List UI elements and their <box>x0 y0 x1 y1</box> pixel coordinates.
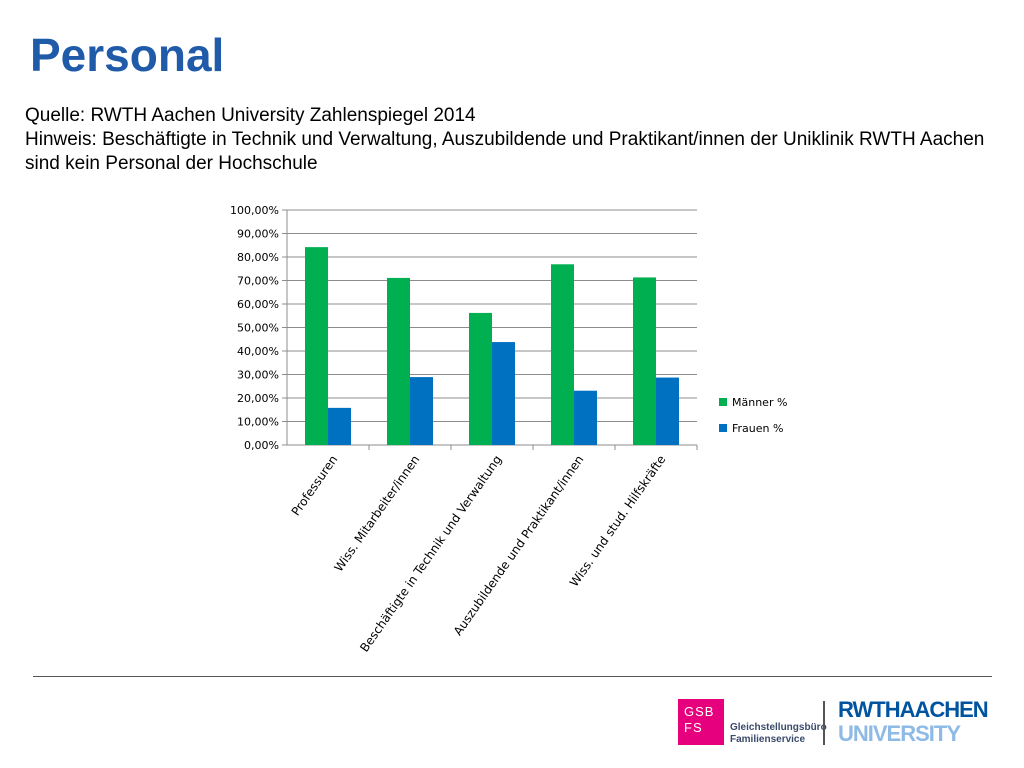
y-tick-label: 50,00% <box>237 322 279 335</box>
y-tick-label: 30,00% <box>237 369 279 382</box>
gsb-name: Gleichstellungsbüro Familienservice <box>730 722 827 746</box>
source-line: Quelle: RWTH Aachen University Zahlenspi… <box>25 105 476 126</box>
y-tick-label: 40,00% <box>237 345 279 358</box>
legend-swatch <box>719 398 727 406</box>
gsb-logo-line2: FS <box>684 720 703 735</box>
note-line: Hinweis: Beschäftigte in Technik und Ver… <box>25 129 985 174</box>
bar <box>469 312 492 445</box>
footer-divider <box>33 676 992 677</box>
y-tick-label: 80,00% <box>237 251 279 264</box>
rwth-logo-line2: UNIVERSITY <box>838 721 961 746</box>
bar <box>656 377 679 445</box>
rwth-logo-line1: RWTHAACHEN <box>838 697 989 722</box>
bar <box>305 247 328 445</box>
y-tick-label: 70,00% <box>237 275 279 288</box>
y-tick-label: 60,00% <box>237 298 279 311</box>
y-tick-label: 10,00% <box>237 416 279 429</box>
bar-chart: 0,00% 10,00% 20,00% 30,00% 40,00% 50,00% 60,00… <box>230 204 787 655</box>
y-tick-label: 0,00% <box>244 439 279 452</box>
logo-divider <box>823 701 825 745</box>
legend-label: Frauen % <box>732 422 783 435</box>
x-tick-label: Professuren <box>289 453 341 519</box>
bar <box>410 377 433 445</box>
rwth-logo: RWTHAACHEN UNIVERSITY <box>838 697 989 746</box>
bar <box>551 264 574 445</box>
y-tick-label: 90,00% <box>237 228 279 241</box>
y-tick-label: 20,00% <box>237 392 279 405</box>
x-tick-label: Auszubildende und Praktikant/innen <box>451 453 587 638</box>
page-title: Personal <box>30 29 225 81</box>
gsb-name-line2: Familienservice <box>730 734 806 745</box>
source-notes: Quelle: RWTH Aachen University Zahlenspi… <box>25 104 985 176</box>
y-tick-label: 100,00% <box>230 204 279 217</box>
x-tick-label: Wiss. und stud. Hilfskräfte <box>567 453 669 590</box>
bar <box>387 277 410 445</box>
bar <box>492 342 515 445</box>
bar <box>633 277 656 445</box>
gsb-logo-line1: GSB <box>684 704 715 719</box>
bar <box>328 407 351 445</box>
gsb-name-line1: Gleichstellungsbüro <box>730 722 827 733</box>
bar <box>574 390 597 445</box>
x-tick-label: Beschäftigte in Technik und Verwaltung <box>357 453 504 655</box>
x-tick-label: Wiss. Mitarbeiter/innen <box>331 453 422 575</box>
legend-swatch <box>719 424 727 432</box>
gsb-fs-logo: GSB FS <box>678 699 724 745</box>
legend-label: Männer % <box>732 396 787 409</box>
